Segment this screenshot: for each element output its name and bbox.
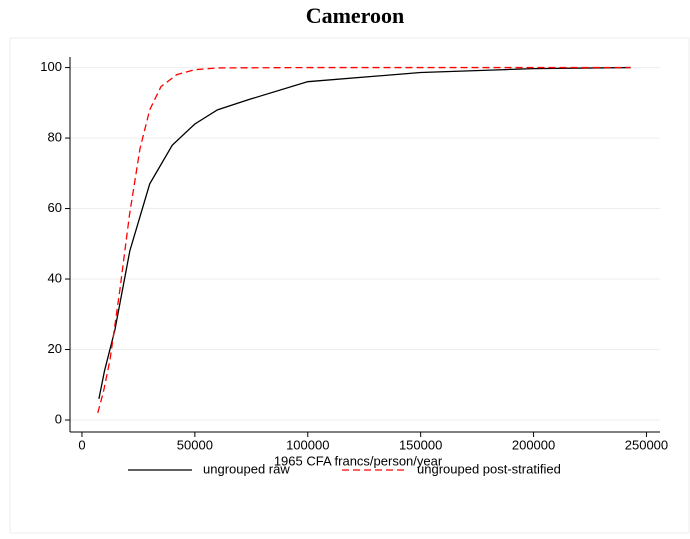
y-tick-label: 80 <box>48 129 62 144</box>
legend-label: ungrouped post-stratified <box>417 461 561 476</box>
x-tick-label: 150000 <box>399 437 442 452</box>
x-tick-label: 250000 <box>625 437 668 452</box>
x-tick-label: 100000 <box>286 437 329 452</box>
legend-label: ungrouped raw <box>203 461 290 476</box>
chart-title: Cameroon <box>306 3 405 28</box>
x-tick-label: 200000 <box>512 437 555 452</box>
x-tick-label: 50000 <box>177 437 213 452</box>
y-tick-label: 100 <box>40 59 62 74</box>
y-tick-label: 20 <box>48 341 62 356</box>
y-tick-label: 60 <box>48 200 62 215</box>
series-line <box>98 66 631 399</box>
y-tick-label: 40 <box>48 270 62 285</box>
x-axis-label: 1965 CFA francs/person/year <box>274 453 443 468</box>
y-tick-label: 0 <box>55 411 62 426</box>
x-tick-label: 0 <box>78 437 85 452</box>
